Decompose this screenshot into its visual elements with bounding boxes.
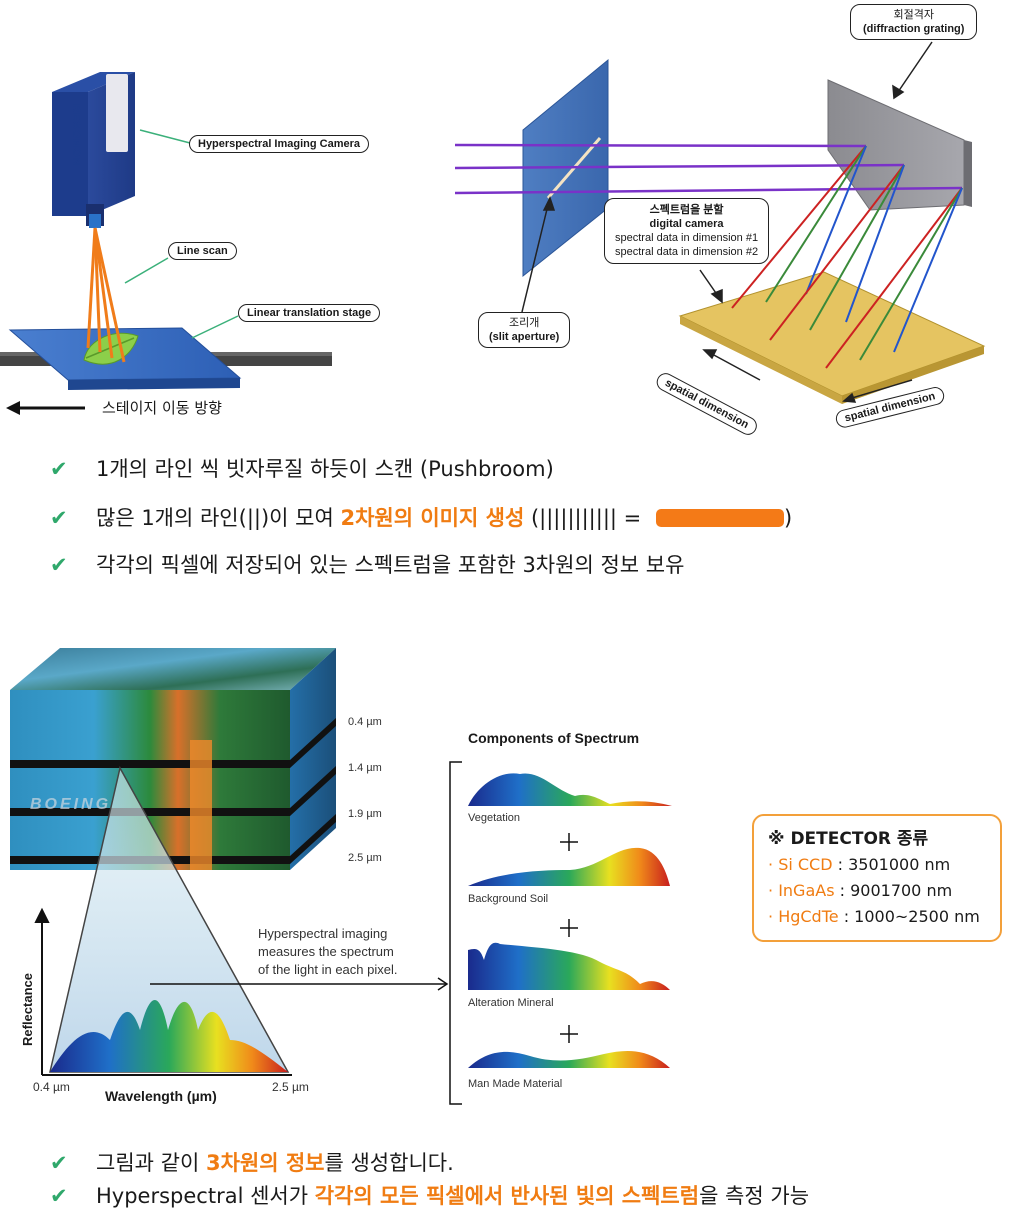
bullet-3d-info: ✔ 각각의 픽셀에 저장되어 있는 스펙트럼을 포함한 3차원의 정보 보유 bbox=[50, 553, 685, 577]
right-leaders bbox=[521, 41, 933, 313]
cube-side-face bbox=[290, 648, 336, 870]
x-min-label: 0.4 µm bbox=[33, 1080, 70, 1094]
alteration-mineral-spectrum bbox=[468, 942, 670, 990]
pixel-spectrum bbox=[50, 1000, 288, 1072]
camera-callout: Hyperspectral Imaging Camera bbox=[189, 135, 370, 153]
pixel-to-components-arrow bbox=[150, 977, 449, 991]
callout-leaders bbox=[124, 129, 239, 339]
bullet-2d-image: ✔ 많은 1개의 라인(||)이 모여 2차원의 이미지 생성 (||||||||… bbox=[50, 506, 793, 530]
bullet-sensor-measure: ✔ Hyperspectral 센서가 각각의 모든 픽셀에서 반사된 빛의 스펙… bbox=[50, 1184, 810, 1208]
detector-box: ※ DETECTOR 종류 · Si CCD : 3501000 nm · In… bbox=[752, 814, 1002, 942]
x-max-label: 2.5 µm bbox=[272, 1080, 309, 1094]
detector-plate bbox=[678, 271, 986, 404]
spectrum-axes bbox=[34, 907, 292, 1076]
diffracted-rays bbox=[731, 145, 963, 369]
detector-item: · HgCdTe : 1000~2500 nm bbox=[768, 907, 980, 926]
hyperspectral-note: Hyperspectral imaging measures the spect… bbox=[258, 926, 398, 977]
digital-camera-callout: 스펙트럼을 분할 digital camera spectral data in… bbox=[604, 198, 770, 264]
man-made-material-spectrum bbox=[468, 1050, 670, 1068]
plus-icons bbox=[560, 833, 578, 1043]
bullet-3d-generate: ✔ 그림과 같이 3차원의 정보를 생성합니다. bbox=[50, 1151, 454, 1175]
light-beams bbox=[454, 143, 963, 195]
component-label: Background Soil bbox=[468, 893, 549, 905]
components-bracket bbox=[449, 761, 462, 1105]
slit-callout: 조리개 (slit aperture) bbox=[478, 312, 571, 348]
bullet-pushbroom: ✔ 1개의 라인 씩 빗자루질 하듯이 스캔 (Pushbroom) bbox=[50, 457, 554, 481]
line-scan-beams bbox=[86, 227, 126, 363]
detector-item: · Si CCD : 3501000 nm bbox=[768, 855, 951, 874]
check-icon: ✔ bbox=[50, 1151, 68, 1175]
check-icon: ✔ bbox=[50, 553, 68, 577]
boeing-watermark: BOEING bbox=[30, 796, 112, 813]
component-label: Alteration Mineral bbox=[468, 997, 554, 1009]
check-icon: ✔ bbox=[50, 457, 68, 481]
wavelength-label: 1.4 µm bbox=[348, 762, 382, 774]
wavelength-label: 1.9 µm bbox=[348, 808, 382, 820]
line-scan-callout: Line scan bbox=[168, 242, 237, 260]
orange-line-bar bbox=[655, 509, 784, 527]
camera-body bbox=[52, 72, 135, 228]
stage-direction-label: 스테이지 이동 방향 bbox=[102, 399, 222, 417]
vegetation-spectrum bbox=[468, 773, 672, 806]
component-label: Vegetation bbox=[468, 812, 520, 824]
check-icon: ✔ bbox=[50, 1184, 68, 1208]
cube-top-face bbox=[10, 648, 336, 690]
grating-callout: 회절격자 (diffraction grating) bbox=[850, 4, 978, 40]
detector-item: · InGaAs : 9001700 nm bbox=[768, 881, 953, 900]
check-icon: ✔ bbox=[50, 506, 68, 530]
stage-direction-arrow bbox=[6, 401, 85, 415]
wavelength-label: 2.5 µm bbox=[348, 852, 382, 864]
components-title: Components of Spectrum bbox=[468, 730, 640, 746]
detector-title: ※ DETECTOR 종류 bbox=[768, 829, 929, 849]
spatial-arrows bbox=[702, 349, 913, 403]
component-label: Man Made Material bbox=[468, 1078, 563, 1090]
background-soil-spectrum bbox=[468, 847, 670, 886]
top-diagram-graphics bbox=[0, 41, 986, 415]
diffraction-grating bbox=[827, 79, 972, 211]
stage-callout: Linear translation stage bbox=[238, 304, 381, 322]
y-axis-label: Reflectance bbox=[20, 973, 35, 1046]
wavelength-label: 0.4 µm bbox=[348, 716, 382, 728]
x-axis-label: Wavelength (µm) bbox=[105, 1088, 217, 1104]
